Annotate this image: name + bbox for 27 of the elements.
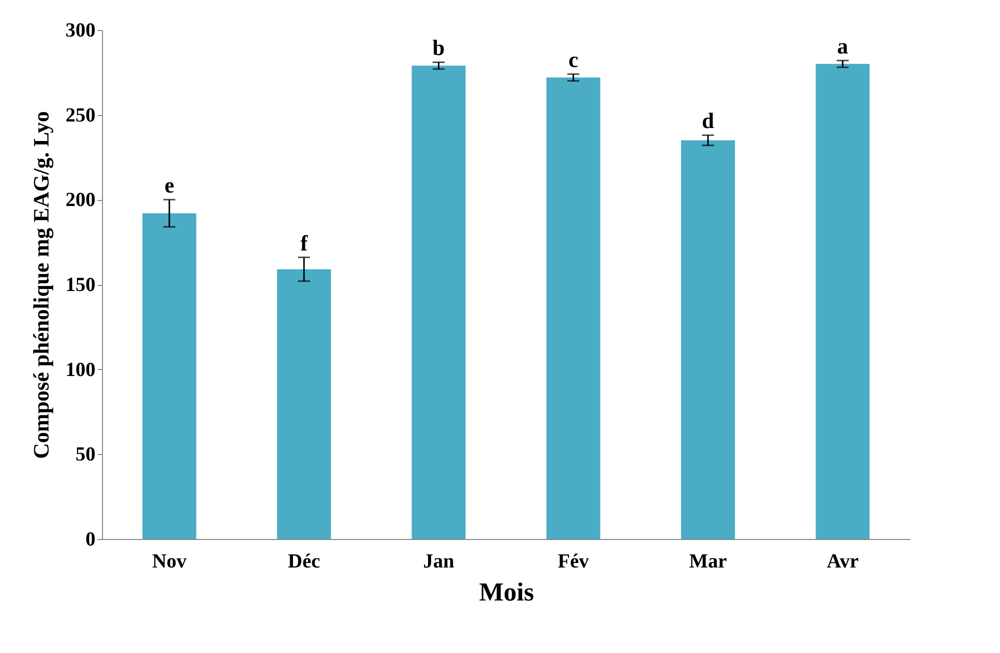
y-tick-label: 200 [66,189,96,212]
bar [546,78,600,539]
bar [142,213,196,539]
y-tick-label: 250 [66,104,96,126]
x-tick-label: Fév [558,550,589,572]
y-tick-label: 0 [86,528,96,550]
annotation: f [300,230,308,256]
bar [681,140,735,539]
y-tick-label: 100 [66,358,96,381]
x-tick-label: Avr [826,550,859,572]
x-tick-label: Nov [152,550,187,572]
bar [816,64,870,539]
x-axis-title: Mois [479,578,534,606]
x-tick-label: Jan [423,550,454,572]
annotation: b [432,35,445,60]
annotation: a [837,34,848,59]
annotation: c [568,47,578,72]
x-tick-label: Mar [689,550,727,572]
annotation: d [702,108,714,134]
bar [277,269,331,539]
y-axis-title: Composé phénolique mg EAG/g. Lyo [28,111,54,459]
y-tick-label: 300 [66,20,96,42]
annotation: e [164,172,174,198]
bar [412,66,466,539]
y-tick-label: 50 [76,444,96,466]
x-tick-label: Déc [288,550,320,572]
y-tick-label: 150 [66,274,96,296]
